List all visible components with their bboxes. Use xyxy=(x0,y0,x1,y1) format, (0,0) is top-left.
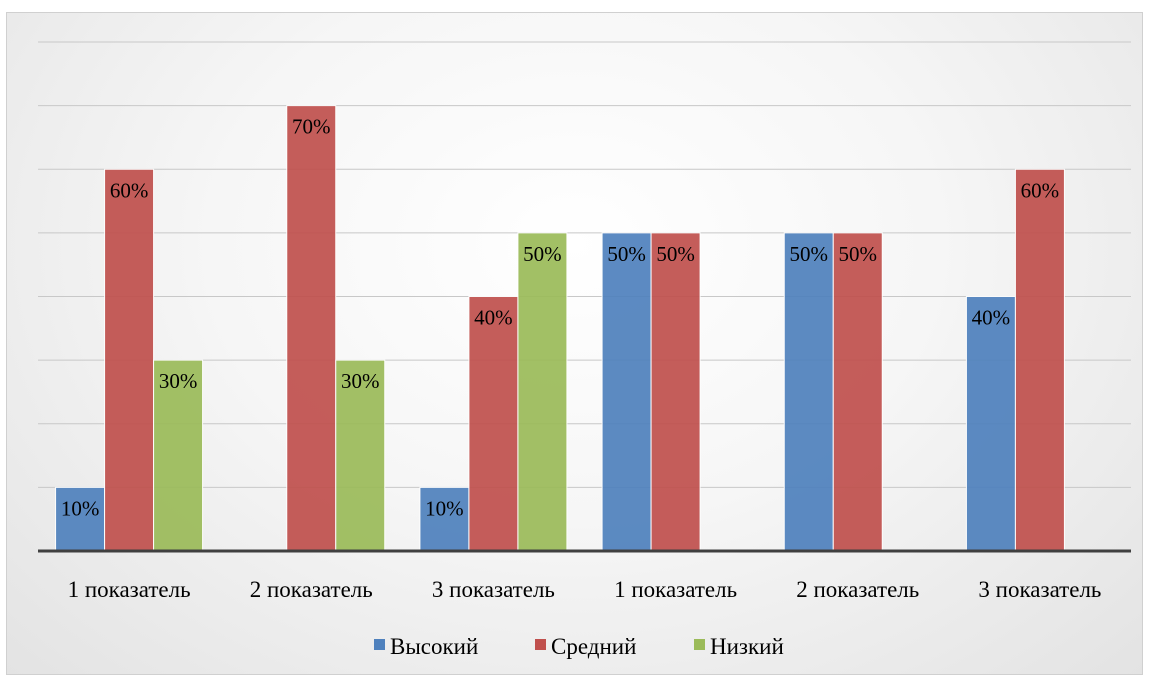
bar-Средний-1 xyxy=(104,168,155,552)
bar-Средний-2 xyxy=(286,105,337,552)
data-label: 10% xyxy=(425,496,464,520)
x-tick-label: 2 показатель xyxy=(796,577,919,602)
data-label: 30% xyxy=(159,369,198,393)
bar-Средний-4 xyxy=(650,232,701,552)
bar-Средний-6 xyxy=(1014,168,1065,552)
bar-Низкий-2 xyxy=(335,359,386,552)
data-label: 50% xyxy=(839,242,878,266)
data-label: 60% xyxy=(1021,178,1060,202)
data-label: 40% xyxy=(972,306,1011,330)
bar-Средний-5 xyxy=(832,232,883,552)
bar-Высокий-4 xyxy=(601,232,652,552)
legend-label: Высокий xyxy=(390,634,478,659)
data-label: 50% xyxy=(523,242,562,266)
x-tick-labels: 1 показатель 2 показатель 3 показатель 1 по… xyxy=(68,577,1102,602)
legend-label: Низкий xyxy=(710,634,784,659)
data-label: 30% xyxy=(341,369,380,393)
data-label: 50% xyxy=(790,242,829,266)
bars xyxy=(55,105,1065,552)
data-label: 60% xyxy=(110,178,149,202)
x-tick-label: 2 показатель xyxy=(250,577,373,602)
data-label: 70% xyxy=(292,115,331,139)
data-labels: 10% 60% 30% 70% 30% 10% 40% 50% 50% 50% 50% 50% 40% 6… xyxy=(61,115,1059,521)
gridlines xyxy=(38,41,1131,488)
bar-Низкий-1 xyxy=(153,359,204,552)
legend: Высокий Средний Низкий xyxy=(374,634,784,659)
data-label: 40% xyxy=(474,306,513,330)
legend-label: Средний xyxy=(551,634,636,659)
x-tick-label: 1 показатель xyxy=(614,577,737,602)
bar-Средний-3 xyxy=(468,296,519,552)
data-label: 50% xyxy=(656,242,695,266)
data-label: 10% xyxy=(61,496,100,520)
legend-swatch-Средний xyxy=(535,639,546,650)
bar-Низкий-3 xyxy=(517,232,568,552)
legend-swatch-Низкий xyxy=(694,639,705,650)
x-tick-label: 3 показатель xyxy=(432,577,555,602)
x-tick-label: 3 показатель xyxy=(978,577,1101,602)
bar-Высокий-5 xyxy=(783,232,834,552)
legend-swatch-Высокий xyxy=(374,639,385,650)
data-label: 50% xyxy=(607,242,646,266)
chart-frame xyxy=(6,12,1143,675)
x-tick-label: 1 показатель xyxy=(68,577,191,602)
bar-Высокий-6 xyxy=(965,296,1016,552)
